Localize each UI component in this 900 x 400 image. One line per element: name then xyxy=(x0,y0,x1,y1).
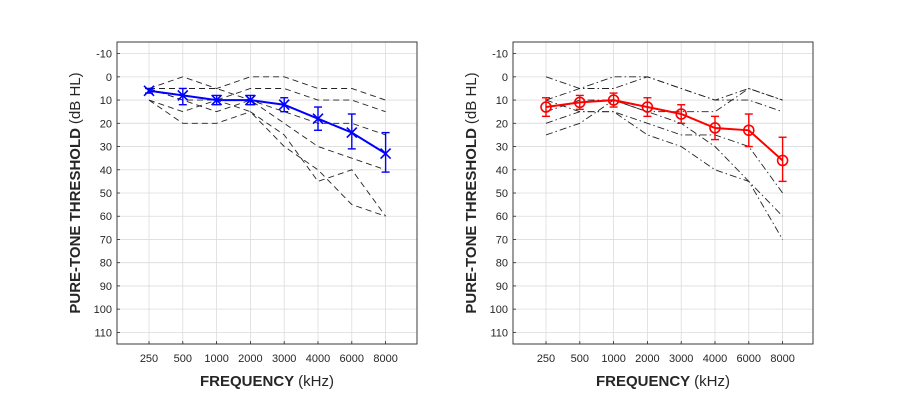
mean-point xyxy=(573,96,586,109)
y-tick-label: 0 xyxy=(106,72,112,84)
y-tick-label: 100 xyxy=(94,304,112,316)
individual-curve xyxy=(148,76,386,101)
x-tick-label: 500 xyxy=(571,353,589,365)
mean-point xyxy=(709,122,721,134)
y-tick-labels: -10 0 10 20 30 40 50 60 70 80 90 100 110 xyxy=(94,49,120,339)
individual-curves xyxy=(545,76,783,240)
x-tick-label: 250 xyxy=(537,353,555,365)
x-tick-label: 4000 xyxy=(703,353,727,365)
mean-point xyxy=(540,101,552,113)
mean-curve-line xyxy=(148,89,387,155)
y-tick-label: 50 xyxy=(100,188,112,200)
x-tick-label: 6000 xyxy=(340,353,364,365)
y-tick-label: 90 xyxy=(100,281,112,293)
y-axis-label-unit: (dB HL) xyxy=(67,72,84,124)
y-tick-label: -10 xyxy=(492,49,508,61)
x-axis-label: FREQUENCY (kHz) xyxy=(200,373,334,390)
mean-point xyxy=(278,99,290,111)
y-tick-label: 50 xyxy=(496,188,508,200)
mean-point xyxy=(776,154,789,167)
x-tick-label: 8000 xyxy=(373,353,397,365)
x-tick-labels: 250 500 1000 2000 3000 4000 6000 8000 xyxy=(537,341,795,365)
y-tick-label: 110 xyxy=(94,327,112,339)
mean-point xyxy=(607,94,620,106)
x-axis-label-unit: (kHz) xyxy=(694,373,730,390)
x-tick-label: 1000 xyxy=(601,353,625,365)
y-tick-label: 70 xyxy=(100,234,112,246)
x-axis-label-unit: (kHz) xyxy=(298,373,334,390)
individual-curve xyxy=(148,99,386,217)
mean-point xyxy=(177,89,189,101)
y-tick-label: 100 xyxy=(490,304,508,316)
y-tick-label: 70 xyxy=(496,234,508,246)
y-tick-labels: -10 0 10 20 30 40 50 60 70 80 90 100 110 xyxy=(490,49,516,339)
individual-curve xyxy=(148,88,386,113)
y-tick-label: 10 xyxy=(496,95,508,107)
y-tick-label: 60 xyxy=(496,211,508,223)
x-tick-label: 500 xyxy=(174,353,192,365)
y-tick-label: 20 xyxy=(496,118,508,130)
grid xyxy=(513,42,813,344)
y-tick-label: 90 xyxy=(496,281,508,293)
individual-curve xyxy=(545,76,783,101)
individual-curve xyxy=(149,88,386,136)
mean-point xyxy=(143,85,155,97)
x-tick-label: 2000 xyxy=(238,353,262,365)
x-tick-label: 3000 xyxy=(272,353,296,365)
y-tick-label: 30 xyxy=(100,142,112,154)
y-tick-label: 80 xyxy=(100,258,112,270)
x-axis-label: FREQUENCY (kHz) xyxy=(596,373,730,390)
individual-curve xyxy=(545,111,783,217)
individual-curves xyxy=(148,76,386,217)
individual-curve xyxy=(545,88,783,113)
x-tick-label: 1000 xyxy=(204,353,228,365)
x-tick-label: 2000 xyxy=(635,353,659,365)
x-tick-label: 8000 xyxy=(770,353,794,365)
y-axis-label: PURE-TONE THRESHOLD (dB HL) xyxy=(67,72,84,313)
y-tick-label: 30 xyxy=(496,142,508,154)
mean-point xyxy=(675,108,688,120)
y-tick-label: 60 xyxy=(100,211,112,223)
x-tick-label: 250 xyxy=(140,353,158,365)
mean-curve xyxy=(143,85,392,173)
y-axis-label-unit: (dB HL) xyxy=(463,72,480,124)
y-axis-label-main: PURE-TONE THRESHOLD xyxy=(463,128,480,314)
mean-curve xyxy=(540,92,789,183)
x-axis-label-main: FREQUENCY xyxy=(596,373,690,390)
individual-curve xyxy=(148,88,386,171)
y-tick-label: 0 xyxy=(502,72,508,84)
mean-point xyxy=(312,113,324,125)
x-axis-label-main: FREQUENCY xyxy=(200,373,294,390)
individual-curve xyxy=(148,99,386,217)
mean-point xyxy=(380,147,392,160)
mean-point xyxy=(244,94,256,106)
x-tick-label: 6000 xyxy=(737,353,761,365)
x-tick-label: 3000 xyxy=(669,353,693,365)
x-tick-label: 4000 xyxy=(306,353,330,365)
y-tick-label: 20 xyxy=(100,118,112,130)
mean-point xyxy=(641,101,654,113)
y-tick-label: 40 xyxy=(100,165,112,177)
y-tick-label: 10 xyxy=(100,95,112,107)
mean-point xyxy=(742,124,755,137)
x-tick-labels: 250 500 1000 2000 3000 4000 6000 8000 xyxy=(140,341,398,365)
grid xyxy=(117,42,417,344)
mean-point xyxy=(346,127,358,139)
y-axis-label: PURE-TONE THRESHOLD (dB HL) xyxy=(463,72,480,313)
y-tick-label: 80 xyxy=(496,258,508,270)
individual-curve xyxy=(545,99,783,194)
y-tick-label: -10 xyxy=(96,49,112,61)
y-axis-label-main: PURE-TONE THRESHOLD xyxy=(67,128,84,314)
y-tick-label: 40 xyxy=(496,165,508,177)
mean-point xyxy=(211,94,223,106)
individual-curve xyxy=(545,76,783,113)
y-tick-label: 110 xyxy=(490,327,508,339)
